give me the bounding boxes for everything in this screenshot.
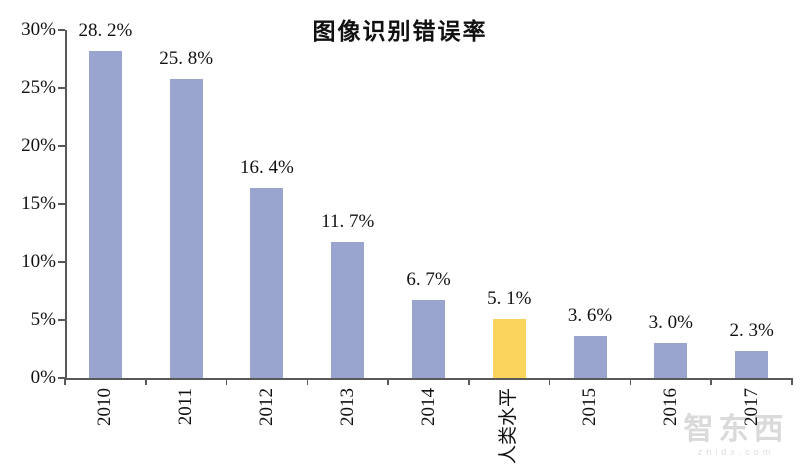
bar-value-label: 5. 1% <box>487 288 532 309</box>
x-axis-line <box>65 378 792 380</box>
bar-2016 <box>654 343 688 378</box>
bar-value-label: 6. 7% <box>406 269 451 290</box>
bar-value-label: 16. 4% <box>240 157 294 178</box>
x-axis-tick <box>629 378 632 385</box>
y-axis-tick <box>58 145 65 147</box>
x-axis-tick <box>225 378 228 385</box>
x-axis-tick <box>64 378 66 385</box>
watermark: 智东西 zhidx.com <box>676 414 796 458</box>
y-axis-tick-label: 15% <box>21 193 56 214</box>
x-axis-tick <box>387 378 389 385</box>
y-axis-tick-label: 5% <box>30 309 56 330</box>
bar-value-label: 3. 0% <box>648 312 693 333</box>
y-axis-tick <box>58 377 65 379</box>
x-axis-tick <box>145 378 147 385</box>
bar-2017 <box>735 351 769 378</box>
bar-value-label: 25. 8% <box>159 48 214 69</box>
y-axis-tick <box>58 87 65 89</box>
bar-2014 <box>412 300 445 378</box>
y-axis-tick <box>58 261 65 263</box>
x-axis-category-label: 2011 <box>175 388 197 426</box>
bar-人类水平 <box>492 319 526 378</box>
x-axis-category-label: 2014 <box>417 388 439 426</box>
y-axis-tick-label: 0% <box>30 367 56 388</box>
y-axis-tick <box>58 29 65 31</box>
bar-2012 <box>250 188 284 378</box>
x-axis-category-label: 2012 <box>255 388 277 426</box>
x-axis-category-label: 2016 <box>659 388 681 426</box>
bar-value-label: 28. 2% <box>78 20 133 41</box>
watermark-brand-text: 智东西 <box>683 413 789 446</box>
watermark-domain-text: zhidx.com <box>697 447 775 457</box>
x-axis-category-label: 2015 <box>579 388 601 426</box>
x-axis-category-label: 人类水平 <box>498 388 520 465</box>
y-axis-tick-label: 25% <box>21 77 56 98</box>
chart-title: 图像识别错误率 <box>312 19 488 44</box>
bar-2015 <box>573 336 607 378</box>
x-axis-tick <box>548 378 551 385</box>
x-axis-category-label: 2017 <box>740 388 762 426</box>
y-axis-tick-label: 30% <box>21 19 56 40</box>
y-axis-line <box>65 30 67 378</box>
x-axis-category-label: 2010 <box>94 388 116 426</box>
x-axis-tick <box>468 378 470 385</box>
bar-value-label: 2. 3% <box>729 320 774 341</box>
y-axis-tick-label: 20% <box>21 135 56 156</box>
x-axis-tick <box>306 378 309 385</box>
x-axis-tick <box>791 378 793 385</box>
y-axis-tick <box>58 203 65 205</box>
bar-2013 <box>331 242 365 378</box>
bar-2011 <box>169 79 203 378</box>
bar-value-label: 11. 7% <box>321 211 375 232</box>
y-axis-tick-label: 10% <box>21 251 56 272</box>
y-axis-tick <box>58 319 65 321</box>
bar-value-label: 3. 6% <box>567 305 613 326</box>
x-axis-tick <box>710 378 712 385</box>
bar-2010 <box>88 51 122 378</box>
x-axis-category-label: 2013 <box>336 388 358 426</box>
